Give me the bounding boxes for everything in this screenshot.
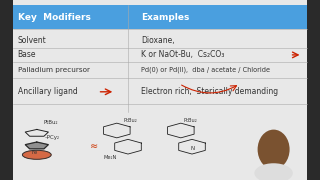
Text: Base: Base (18, 50, 36, 59)
Text: ≈: ≈ (90, 141, 99, 151)
FancyBboxPatch shape (13, 5, 307, 29)
Text: Examples: Examples (141, 13, 189, 22)
Text: Ancillary ligand: Ancillary ligand (18, 87, 77, 96)
Text: Key  Modifiers: Key Modifiers (18, 13, 91, 22)
Polygon shape (25, 142, 48, 149)
Ellipse shape (258, 130, 290, 169)
FancyBboxPatch shape (13, 0, 307, 180)
Text: Dioxane,: Dioxane, (141, 36, 174, 45)
Text: K or NaOt-Bu,  Cs₂CO₃: K or NaOt-Bu, Cs₂CO₃ (141, 50, 224, 59)
Text: PtBu₂: PtBu₂ (43, 120, 58, 125)
Text: PtBu₂: PtBu₂ (123, 118, 137, 123)
Text: N: N (190, 146, 195, 151)
Text: Solvent: Solvent (18, 36, 46, 45)
Text: –PCy₂: –PCy₂ (45, 135, 60, 140)
Text: Fe: Fe (32, 150, 38, 155)
Text: Palladium precursor: Palladium precursor (18, 67, 90, 73)
Ellipse shape (22, 150, 51, 159)
Text: PtBu₂: PtBu₂ (184, 118, 198, 123)
Text: Pd(0) or Pd(II),  dba / acetate / Chloride: Pd(0) or Pd(II), dba / acetate / Chlorid… (141, 67, 270, 73)
Ellipse shape (254, 163, 293, 180)
Text: Electron rich,  Sterically demanding: Electron rich, Sterically demanding (141, 87, 278, 96)
Text: Me₂N: Me₂N (104, 155, 117, 160)
